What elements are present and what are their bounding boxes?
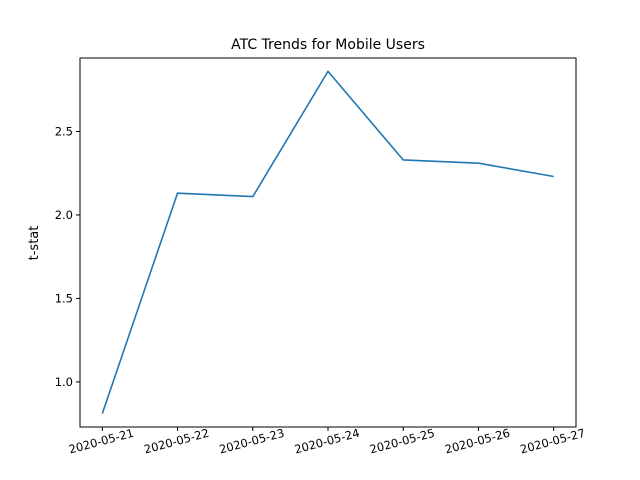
x-tick-label: 2020-05-25 xyxy=(368,426,436,457)
x-axis: 2020-05-21 2020-05-22 2020-05-23 2020-05-24… xyxy=(67,426,587,457)
y-axis-label: t-stat xyxy=(27,226,42,261)
series-line xyxy=(101,70,554,414)
x-tick-label: 2020-05-24 xyxy=(293,426,361,457)
y-axis: 1.0 1.5 2.0 2.5 xyxy=(55,124,80,389)
chart-title: ATC Trends for Mobile Users xyxy=(231,37,425,53)
plot-area xyxy=(79,57,577,428)
x-tick-label: 2020-05-22 xyxy=(142,426,210,457)
y-tick-label: 2.5 xyxy=(55,124,73,138)
x-tick-label: 2020-05-26 xyxy=(443,426,511,457)
x-tick-label: 2020-05-23 xyxy=(218,426,286,457)
y-tick-label: 1.5 xyxy=(55,291,73,305)
y-tick-label: 2.0 xyxy=(55,208,73,222)
x-tick-label: 2020-05-27 xyxy=(519,426,587,457)
x-tick-label: 2020-05-21 xyxy=(67,426,135,457)
y-tick-label: 1.0 xyxy=(55,375,73,389)
series-layer xyxy=(101,70,554,414)
